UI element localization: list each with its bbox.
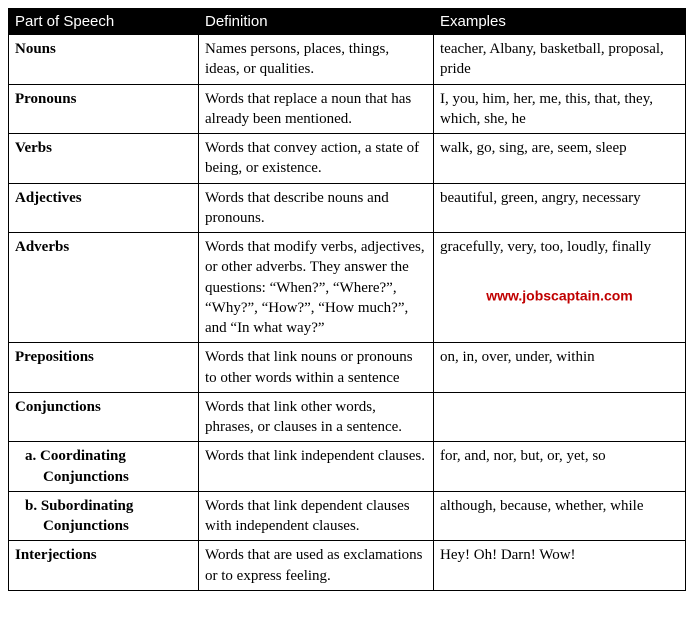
examples-text: beautiful, green, angry, necessary [440,188,679,208]
definition-cell: Words that describe nouns and pronouns. [199,183,434,233]
table-row: b. Subordinating ConjunctionsWords that … [9,491,686,541]
pos-subitem: b. Subordinating Conjunctions [15,496,192,537]
pos-cell: a. Coordinating Conjunctions [9,442,199,492]
table-row: AdjectivesWords that describe nouns and … [9,183,686,233]
definition-cell: Words that are used as exclamations or t… [199,541,434,591]
examples-cell: for, and, nor, but, or, yet, so [434,442,686,492]
definition-cell: Words that convey action, a state of bei… [199,134,434,184]
table-row: NounsNames persons, places, things, idea… [9,35,686,85]
pos-cell: Prepositions [9,343,199,393]
definition-cell: Words that link independent clauses. [199,442,434,492]
definition-cell: Words that link dependent clauses with i… [199,491,434,541]
pos-subitem: a. Coordinating Conjunctions [15,446,192,487]
definition-cell: Words that link other words, phrases, or… [199,392,434,442]
header-definition: Definition [199,9,434,35]
pos-cell: Interjections [9,541,199,591]
pos-cell: Nouns [9,35,199,85]
examples-cell: walk, go, sing, are, seem, sleep [434,134,686,184]
definition-cell: Words that replace a noun that has alrea… [199,84,434,134]
table-row: PronounsWords that replace a noun that h… [9,84,686,134]
examples-text: Hey! Oh! Darn! Wow! [440,545,679,565]
examples-text: I, you, him, her, me, this, that, they, … [440,89,679,130]
examples-cell: although, because, whether, while [434,491,686,541]
examples-text: teacher, Albany, basketball, proposal, p… [440,39,679,80]
definition-cell: Words that modify verbs, adjectives, or … [199,233,434,343]
table-row: VerbsWords that convey action, a state o… [9,134,686,184]
pos-cell: b. Subordinating Conjunctions [9,491,199,541]
table-row: InterjectionsWords that are used as excl… [9,541,686,591]
examples-text: on, in, over, under, within [440,347,679,367]
watermark-text: www.jobscaptain.com [486,287,633,306]
pos-cell: Conjunctions [9,392,199,442]
examples-text: walk, go, sing, are, seem, sleep [440,138,679,158]
parts-of-speech-table: Part of Speech Definition Examples Nouns… [8,8,686,591]
table-header-row: Part of Speech Definition Examples [9,9,686,35]
header-part-of-speech: Part of Speech [9,9,199,35]
examples-text: for, and, nor, but, or, yet, so [440,446,679,466]
examples-cell: on, in, over, under, within [434,343,686,393]
pos-cell: Adjectives [9,183,199,233]
examples-cell: Hey! Oh! Darn! Wow! [434,541,686,591]
pos-cell: Pronouns [9,84,199,134]
table-row: a. Coordinating ConjunctionsWords that l… [9,442,686,492]
examples-cell: beautiful, green, angry, necessary [434,183,686,233]
header-examples: Examples [434,9,686,35]
examples-text: although, because, whether, while [440,496,679,516]
pos-cell: Verbs [9,134,199,184]
definition-cell: Words that link nouns or pronouns to oth… [199,343,434,393]
pos-cell: Adverbs [9,233,199,343]
examples-cell: I, you, him, her, me, this, that, they, … [434,84,686,134]
examples-text: gracefully, very, too, loudly, finally [440,237,679,257]
table-row: PrepositionsWords that link nouns or pro… [9,343,686,393]
table-row: ConjunctionsWords that link other words,… [9,392,686,442]
definition-cell: Names persons, places, things, ideas, or… [199,35,434,85]
examples-cell [434,392,686,442]
table-row: AdverbsWords that modify verbs, adjectiv… [9,233,686,343]
examples-cell: gracefully, very, too, loudly, finally ww… [434,233,686,343]
examples-cell: teacher, Albany, basketball, proposal, p… [434,35,686,85]
